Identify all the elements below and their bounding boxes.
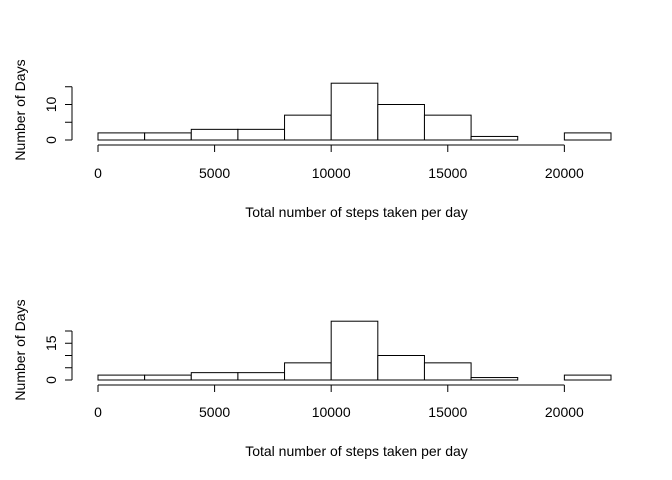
- panel-1-x-axis-title: Total number of steps taken per day: [245, 204, 468, 220]
- panel-2-bar-11: [563, 374, 612, 381]
- panel-1-bar-5: [284, 114, 332, 141]
- panel-1-x-tick-label-3: 10000: [312, 165, 351, 181]
- panel-2-bar-9: [470, 377, 519, 381]
- panel-2-bar-8: [423, 362, 472, 381]
- panel-1-x-tick-label-1: 0: [94, 165, 102, 181]
- panel-2-x-tick-label-1: 0: [94, 404, 102, 420]
- panel-1-y-tick-label-3: 10: [43, 97, 59, 113]
- panel-1-bar-9: [470, 135, 519, 141]
- panel-1-bar-8: [423, 114, 472, 141]
- panel-1-x-tick-label-5: 20000: [545, 165, 584, 181]
- panel-2-y-tick-label-4: 15: [43, 335, 59, 351]
- panel-1-bar-11: [563, 132, 612, 141]
- panel-2-bar-2: [144, 374, 192, 381]
- panel-1-bar-6: [330, 82, 379, 141]
- panel-2-bar-1: [97, 374, 146, 381]
- panel-1-x-tick-label-4: 15000: [428, 165, 467, 181]
- panel-2-bar-6: [330, 320, 379, 381]
- panel-2-y-tick-label-1: 0: [43, 376, 59, 384]
- panel-2-bar-5: [284, 362, 332, 381]
- panel-2-y-axis-title: Number of Days: [12, 299, 28, 400]
- panel-1-bar-7: [377, 104, 425, 141]
- panel-1-bar-3: [190, 128, 239, 141]
- panel-2-x-tick-label-4: 15000: [428, 404, 467, 420]
- panel-1-y-axis-title: Number of Days: [12, 59, 28, 160]
- panel-1-bar-4: [237, 128, 286, 141]
- panel-2-x-tick-label-3: 10000: [312, 404, 351, 420]
- panel-2-bar-7: [377, 355, 425, 381]
- panel-2-x-tick-label-2: 5000: [199, 404, 230, 420]
- panel-1-x-tick-label-2: 5000: [199, 165, 230, 181]
- panel-2-x-axis-title: Total number of steps taken per day: [245, 443, 468, 459]
- panel-1-bar-1: [97, 132, 146, 141]
- panel-1-bar-2: [144, 132, 192, 141]
- panel-1-y-tick-label-1: 0: [43, 136, 59, 144]
- panel-2-bar-3: [190, 372, 239, 381]
- panel-2-x-tick-label-5: 20000: [545, 404, 584, 420]
- panel-2-bar-4: [237, 372, 286, 381]
